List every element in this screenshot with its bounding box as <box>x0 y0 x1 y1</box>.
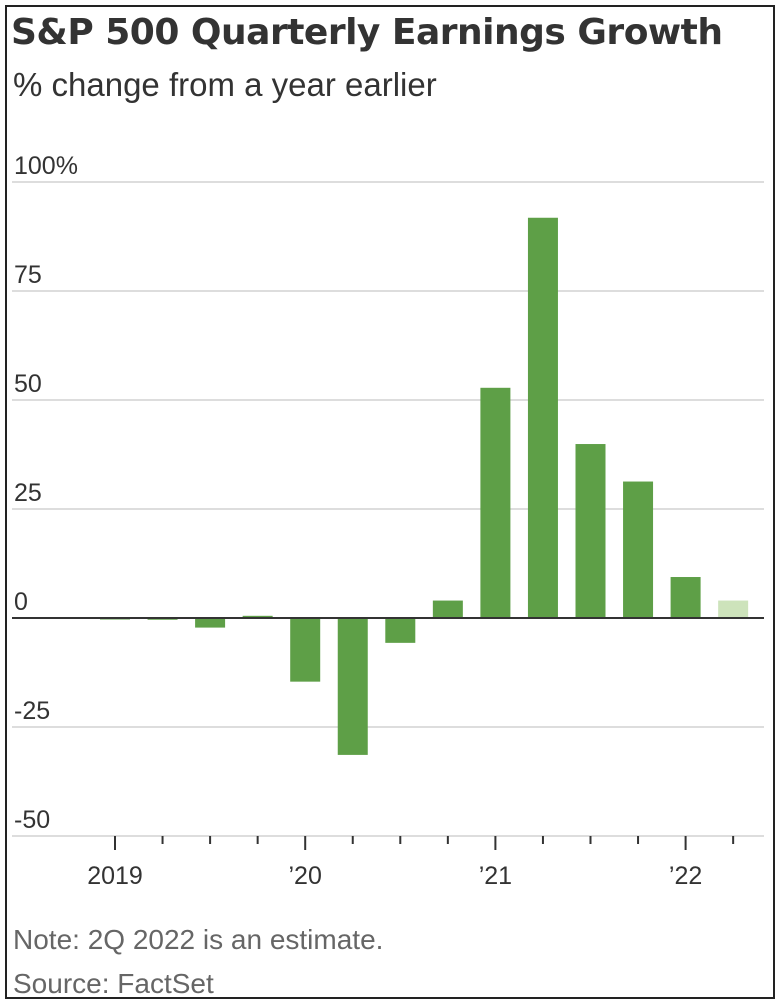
bar <box>575 444 606 618</box>
bar <box>480 387 511 618</box>
bar <box>242 615 273 618</box>
x-tick-label: 2019 <box>87 862 143 890</box>
chart-source: Source: FactSet <box>13 968 214 999</box>
bar <box>623 481 654 618</box>
x-tick-label: ’20 <box>289 862 322 890</box>
bar <box>432 600 463 618</box>
bar-estimate <box>718 600 749 618</box>
y-tick-label: -25 <box>14 697 50 725</box>
bar <box>527 217 558 618</box>
bar <box>385 618 416 643</box>
bar <box>290 618 321 682</box>
y-tick-label: 50 <box>14 370 42 398</box>
chart-note: Note: 2Q 2022 is an estimate. <box>13 924 384 955</box>
y-tick-label: 25 <box>14 479 42 507</box>
y-tick-label: 75 <box>14 261 42 289</box>
chart-title: S&P 500 Quarterly Earnings Growth <box>11 12 723 53</box>
x-tick-label: ’21 <box>479 862 512 890</box>
y-tick-label: 100% <box>14 152 78 180</box>
bar <box>670 577 701 618</box>
bar <box>337 618 368 755</box>
y-tick-label: 0 <box>14 588 28 616</box>
y-tick-label: -50 <box>14 806 50 834</box>
bar <box>195 618 226 628</box>
x-tick-label: ’22 <box>669 862 702 890</box>
chart-subtitle: % change from a year earlier <box>13 66 437 103</box>
